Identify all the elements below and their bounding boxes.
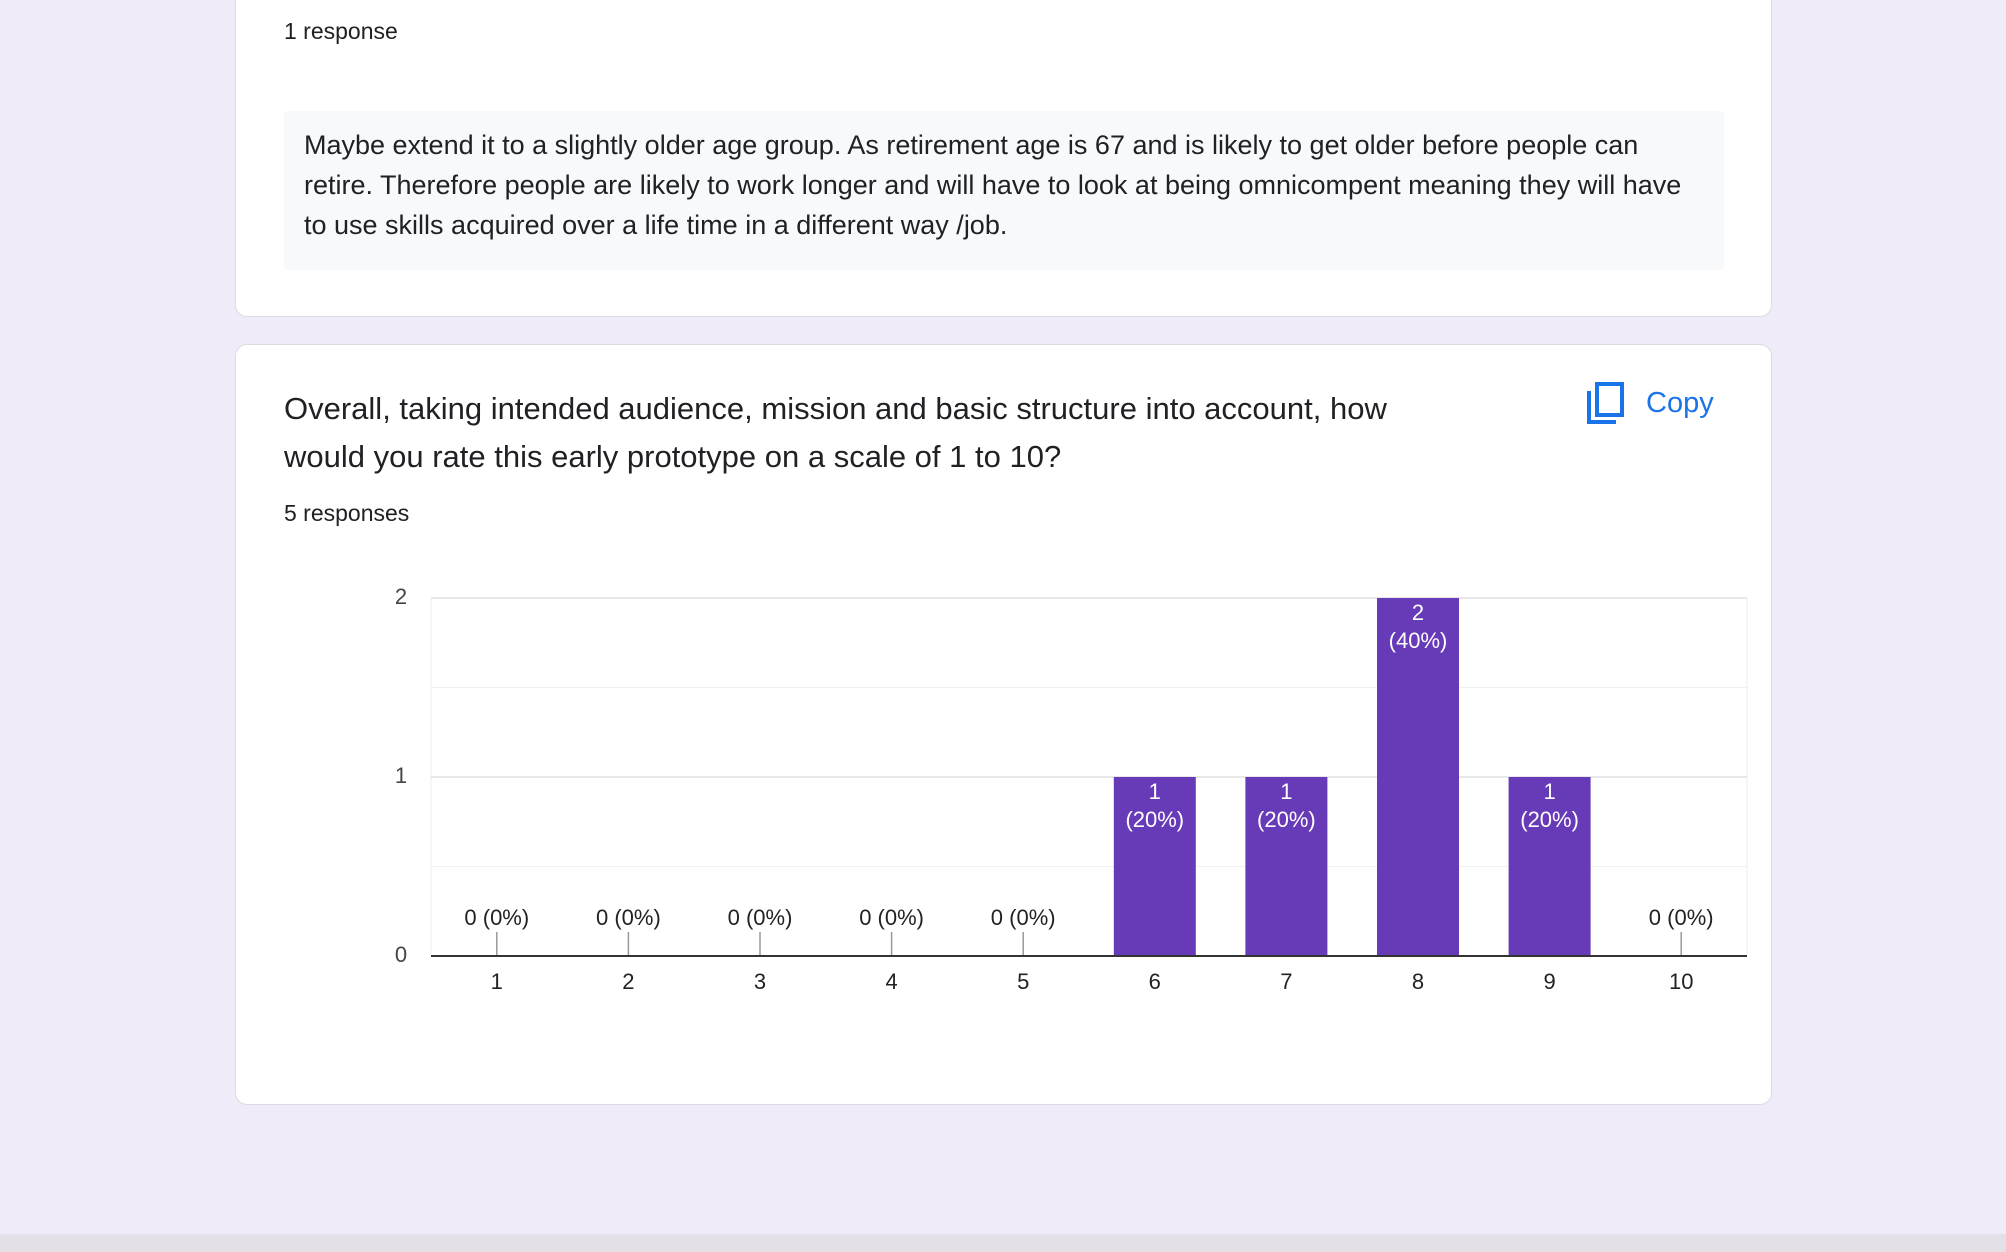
value-label: 0 (0%) [596,905,661,930]
copy-icon [1587,382,1624,424]
x-tick-label: 6 [1149,969,1161,994]
question-title: Overall, taking intended audience, missi… [284,391,1387,474]
value-label: 0 (0%) [464,905,529,930]
value-label: 1 (20%) [1125,779,1184,832]
copy-button[interactable]: Copy [1586,381,1714,425]
x-tick-label: 10 [1669,969,1693,994]
x-tick-label: 9 [1543,969,1555,994]
bar [1113,777,1196,956]
value-label: 0 (0%) [728,905,793,930]
copy-label[interactable]: Copy [1646,386,1714,419]
y-tick-label: 0 [395,942,407,967]
question-card: Overall, taking intended audience, missi… [235,344,1772,1105]
value-label: 0 (0%) [1649,905,1714,930]
x-tick-label: 2 [622,969,634,994]
x-tick-label: 8 [1412,969,1424,994]
value-label: 1 (20%) [1520,779,1579,832]
x-tick-label: 5 [1017,969,1029,994]
x-tick-label: 1 [491,969,503,994]
answer-text: Maybe extend it to a slightly older age … [284,111,1724,270]
bar-chart: 0 1 2 1 0 (0%) 2 0 (0%) 3 0 (0%) 4 0 (0%) 5 0 (0%) 6 1… [395,584,1748,994]
bottom-bar [0,1234,2006,1252]
value-label: 0 (0%) [991,905,1056,930]
bar [1377,598,1459,956]
response-count: 1 response [284,18,398,44]
x-tick-label: 7 [1280,969,1292,994]
x-tick-label: 3 [754,969,766,994]
x-tick-label: 4 [885,969,897,994]
value-label: 0 (0%) [859,905,924,930]
y-tick-label: 2 [395,584,407,609]
answer-card: 1 response Maybe extend it to a slightly… [235,0,1772,317]
bar [1508,777,1591,956]
y-tick-label: 1 [395,763,407,788]
bar [1245,777,1328,956]
value-label: 2 (40%) [1389,600,1448,653]
response-count: 5 responses [284,500,410,526]
value-label: 1 (20%) [1257,779,1316,832]
